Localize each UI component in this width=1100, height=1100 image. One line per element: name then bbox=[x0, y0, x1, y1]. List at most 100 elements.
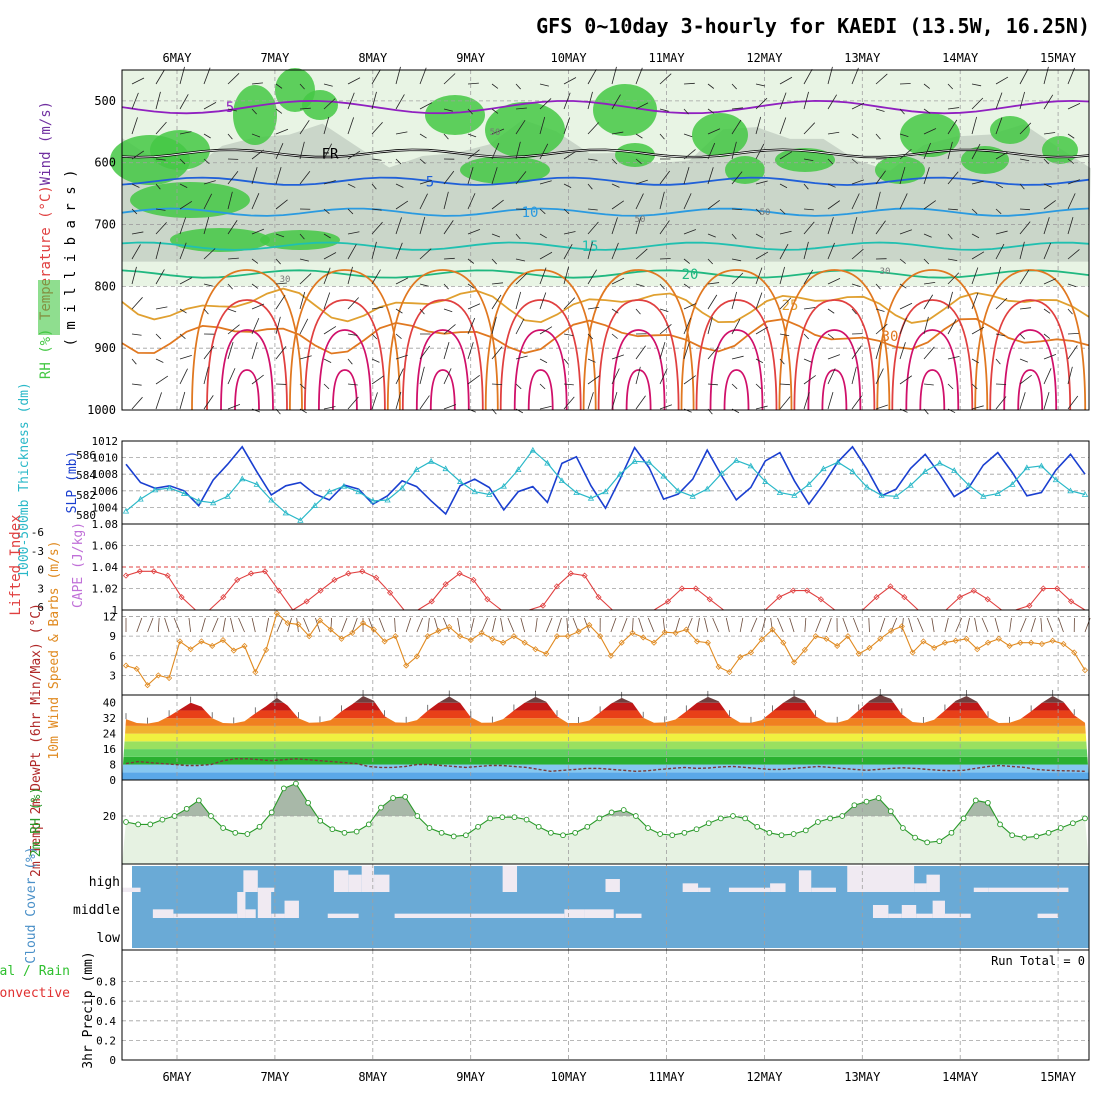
wind-barb bbox=[923, 233, 932, 238]
cloud-panel: high middle low bbox=[73, 864, 1089, 950]
rh-marker bbox=[900, 825, 906, 831]
surface-wind-barb bbox=[750, 617, 758, 633]
wind-barb bbox=[899, 166, 906, 185]
cloud-bar bbox=[348, 874, 362, 892]
wind-barb bbox=[323, 358, 332, 364]
upper-air-panel: 50060070080090010005FR510152025305050503… bbox=[87, 66, 1091, 417]
wind-speed-marker bbox=[812, 633, 819, 640]
cloud-bar bbox=[1037, 913, 1059, 918]
wind-barb bbox=[275, 143, 284, 160]
rh-marker bbox=[936, 838, 943, 845]
wind-barb bbox=[515, 119, 526, 135]
precip-tick-label: 0.6 bbox=[96, 995, 116, 1008]
wind-barb bbox=[539, 267, 547, 285]
wind-barb bbox=[275, 346, 287, 360]
wind-barb bbox=[347, 150, 361, 160]
wind-barb bbox=[587, 208, 598, 211]
wind-speed-marker bbox=[564, 633, 571, 640]
wind-barb bbox=[755, 251, 769, 260]
wind-barb bbox=[731, 208, 743, 211]
wind-barb bbox=[779, 383, 790, 386]
rh-marker bbox=[475, 823, 481, 830]
surface-wind-barb bbox=[405, 617, 412, 633]
cloud-bar bbox=[988, 887, 1069, 892]
wind-barb bbox=[563, 183, 572, 189]
wind-barb bbox=[1067, 366, 1073, 385]
rh-marker bbox=[584, 823, 591, 830]
rh-marker bbox=[378, 804, 384, 811]
lifted-index-marker bbox=[387, 589, 394, 596]
wind-barb bbox=[707, 383, 718, 386]
wind-barb bbox=[587, 333, 594, 340]
wind-barb bbox=[755, 116, 762, 135]
wind-speed-marker bbox=[349, 629, 356, 636]
warm-core-contour bbox=[723, 369, 750, 411]
surface-wind-barb bbox=[879, 617, 886, 633]
wind-barb bbox=[203, 180, 216, 185]
isotherm-line bbox=[121, 99, 1090, 115]
surface-wind-barb bbox=[491, 617, 496, 633]
wind-barb bbox=[1067, 395, 1079, 410]
wind-barb bbox=[443, 73, 456, 85]
wind-barb bbox=[515, 272, 528, 285]
wind-barb bbox=[419, 395, 430, 410]
temp-color-band bbox=[122, 725, 1089, 734]
rh-marker bbox=[912, 834, 918, 841]
warm-core-contour bbox=[793, 299, 876, 411]
wind-barb bbox=[491, 282, 504, 285]
wind-barb bbox=[1019, 183, 1025, 190]
wind-barb bbox=[323, 292, 331, 310]
thickness-marker bbox=[660, 472, 667, 479]
wind-barb bbox=[347, 117, 355, 135]
wind-barb bbox=[419, 366, 425, 385]
wind-speed-marker bbox=[521, 639, 528, 646]
wind-barb bbox=[203, 308, 209, 315]
rh-marker bbox=[438, 829, 445, 836]
rh-marker bbox=[1021, 834, 1028, 841]
rh-marker bbox=[839, 813, 846, 819]
wind-barb bbox=[443, 170, 455, 185]
thickness-marker bbox=[413, 466, 420, 472]
warm-core-contour bbox=[234, 369, 260, 411]
wind-barb bbox=[803, 183, 809, 190]
bottom-date-label: 13MAY bbox=[844, 1070, 881, 1084]
rh-marker bbox=[353, 828, 360, 835]
wind-barb bbox=[323, 208, 330, 215]
cloud-bar bbox=[584, 909, 614, 918]
isotherm-line bbox=[121, 207, 1090, 217]
cloud-bar bbox=[237, 892, 246, 918]
surface-wind-barb bbox=[1030, 617, 1036, 633]
wind-barb bbox=[707, 346, 719, 360]
rh-moist-area bbox=[1042, 136, 1078, 164]
wind-barb bbox=[419, 216, 426, 235]
top-date-axis: 6MAY 7MAY 8MAY 9MAY 10MAY 11MAY 12MAY 13MAY 14MA… bbox=[163, 51, 1077, 65]
wind-barb bbox=[899, 133, 909, 138]
wind-speed-marker bbox=[543, 650, 550, 657]
cloud-bar bbox=[173, 913, 238, 918]
thickness-marker bbox=[791, 492, 798, 498]
wind-barb bbox=[923, 167, 930, 185]
wind-barb bbox=[827, 94, 837, 110]
wind-speed-marker bbox=[403, 662, 410, 669]
lifted-index-marker bbox=[442, 581, 449, 588]
surface-wind-barb bbox=[815, 617, 822, 633]
wind-barb bbox=[203, 216, 210, 235]
wind-barb bbox=[443, 191, 449, 210]
wind-barb bbox=[947, 83, 954, 90]
thickness-marker bbox=[936, 459, 943, 466]
wind-barb bbox=[947, 356, 960, 360]
rh-marker bbox=[402, 793, 409, 800]
lifted-index-marker bbox=[136, 568, 143, 575]
cloud-bar bbox=[615, 913, 642, 918]
wind-barb bbox=[467, 133, 477, 138]
wind-barb bbox=[299, 107, 311, 110]
lifted-index-marker bbox=[261, 568, 269, 575]
wind-barb bbox=[419, 158, 426, 165]
rh-moist-area bbox=[170, 228, 270, 252]
wind-barb bbox=[203, 366, 209, 385]
wind-barb bbox=[251, 193, 260, 210]
wind-barb bbox=[275, 199, 288, 210]
wind-barb bbox=[779, 297, 792, 310]
thickness-marker bbox=[500, 482, 507, 489]
warm-core-contour bbox=[401, 299, 484, 411]
